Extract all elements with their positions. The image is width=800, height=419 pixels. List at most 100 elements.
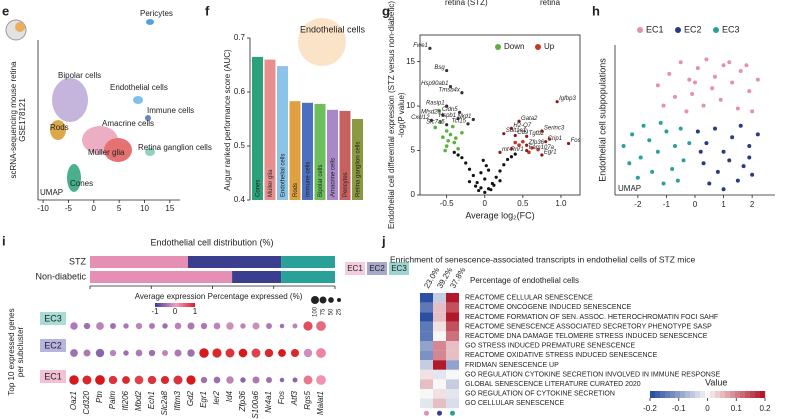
point [446,138,450,143]
legend-swatch [495,44,501,50]
row-label: REACTOME FORMATION OF SEN. ASSOC. HETERO… [465,314,718,321]
gradient-step [740,391,746,398]
y-tick-label: 0.4 [234,195,246,204]
x-tick-label: -2 [634,200,642,209]
point [444,129,449,133]
point [684,109,689,114]
bar-segment [90,256,188,268]
x-tick-label: -10 [37,204,49,213]
dot [70,322,78,330]
cell [433,293,446,303]
gene-label: Cd320 [82,390,91,414]
point [475,180,479,185]
cell [420,350,433,361]
point [738,123,743,128]
bar-label: Rods [293,183,299,197]
gradient-step [169,303,172,307]
point [755,77,760,82]
gene-label: Cd9 [517,130,529,136]
dot [147,375,157,385]
dot [251,348,261,358]
cell [433,302,446,313]
point [530,146,534,150]
gene-label: Fwe1 [413,43,428,49]
chart-title: Enrichment of senescence-associated tran… [390,254,695,264]
gene-label: Slc2a8 [160,390,169,415]
dot [123,323,129,329]
point [650,169,655,174]
gradient-step [730,391,736,398]
gene-point [540,153,544,157]
gene-label: Rasip1 [426,101,445,107]
gene-label: Zfp36 [528,140,545,146]
cell [433,389,446,399]
gene-label: Malat1 [316,391,325,415]
bar-segment [232,271,282,283]
cluster-label: Amacrine cells [102,119,154,128]
bar-label: Immune cells [305,162,311,197]
dot [264,348,274,358]
cell [446,321,459,332]
bar [289,101,301,200]
dot [292,377,298,383]
point [498,179,502,183]
point [738,68,743,73]
gradient-step [760,391,766,398]
point [750,172,755,177]
gradient-step [191,303,194,307]
point [437,108,441,113]
gene-label: Tcf15 [452,118,467,124]
point [693,80,697,85]
column-key [437,410,442,416]
row-label: EC3 [44,313,62,323]
umap-blobs [5,19,155,192]
size-key-label: 75 [321,308,327,315]
size-key-label: 50 [329,308,335,315]
plot-frame [419,34,581,196]
gene-point [445,104,449,108]
gradient-step [690,391,696,398]
dot [199,348,209,358]
point [747,143,752,148]
dot [292,323,298,329]
legend-title: Percentage expressed (%) [208,292,303,301]
row-label: GO CELLULAR SENESCENCE [465,400,565,407]
x-tick-label: 1 [721,200,726,209]
point [467,180,472,184]
gradient-step [725,391,731,398]
gradient-step [735,391,741,398]
point [727,60,732,65]
gene-label: Cldn5 [442,107,458,113]
point [678,60,683,65]
dot [109,349,117,357]
dot [225,348,235,358]
row-label: GO STRESS INDUCED PREMATURE SENESCENCE [465,343,636,350]
cell [446,331,459,341]
gene-point [441,113,445,117]
x-tick-label: 0 [483,199,488,208]
gene-label: Ech1 [147,391,156,409]
panel-label: h [592,3,600,18]
dot [187,322,195,330]
cluster-label: Pericytes [140,9,173,18]
gene-label: Hspb1 [439,113,456,119]
gene-point [458,110,462,114]
gene-point [448,84,453,89]
point [477,188,481,193]
gradient-step [161,303,164,307]
dot [279,377,285,383]
point [707,181,712,186]
dot [148,349,156,357]
y-axis-label: scRNA-sequencing mouse retina [9,61,18,178]
legend-title: Average expression [135,292,206,301]
bar [314,103,326,200]
gene-label: Zfp36 [238,390,247,412]
point [443,148,447,153]
legend-tick: 1 [193,307,198,316]
cluster-label: Müller glia [88,148,125,157]
row-tag [40,312,66,325]
bar-label: Retina ganglion cells [355,142,361,197]
cell [446,398,459,409]
legend-box [367,262,387,275]
bar [302,102,313,200]
